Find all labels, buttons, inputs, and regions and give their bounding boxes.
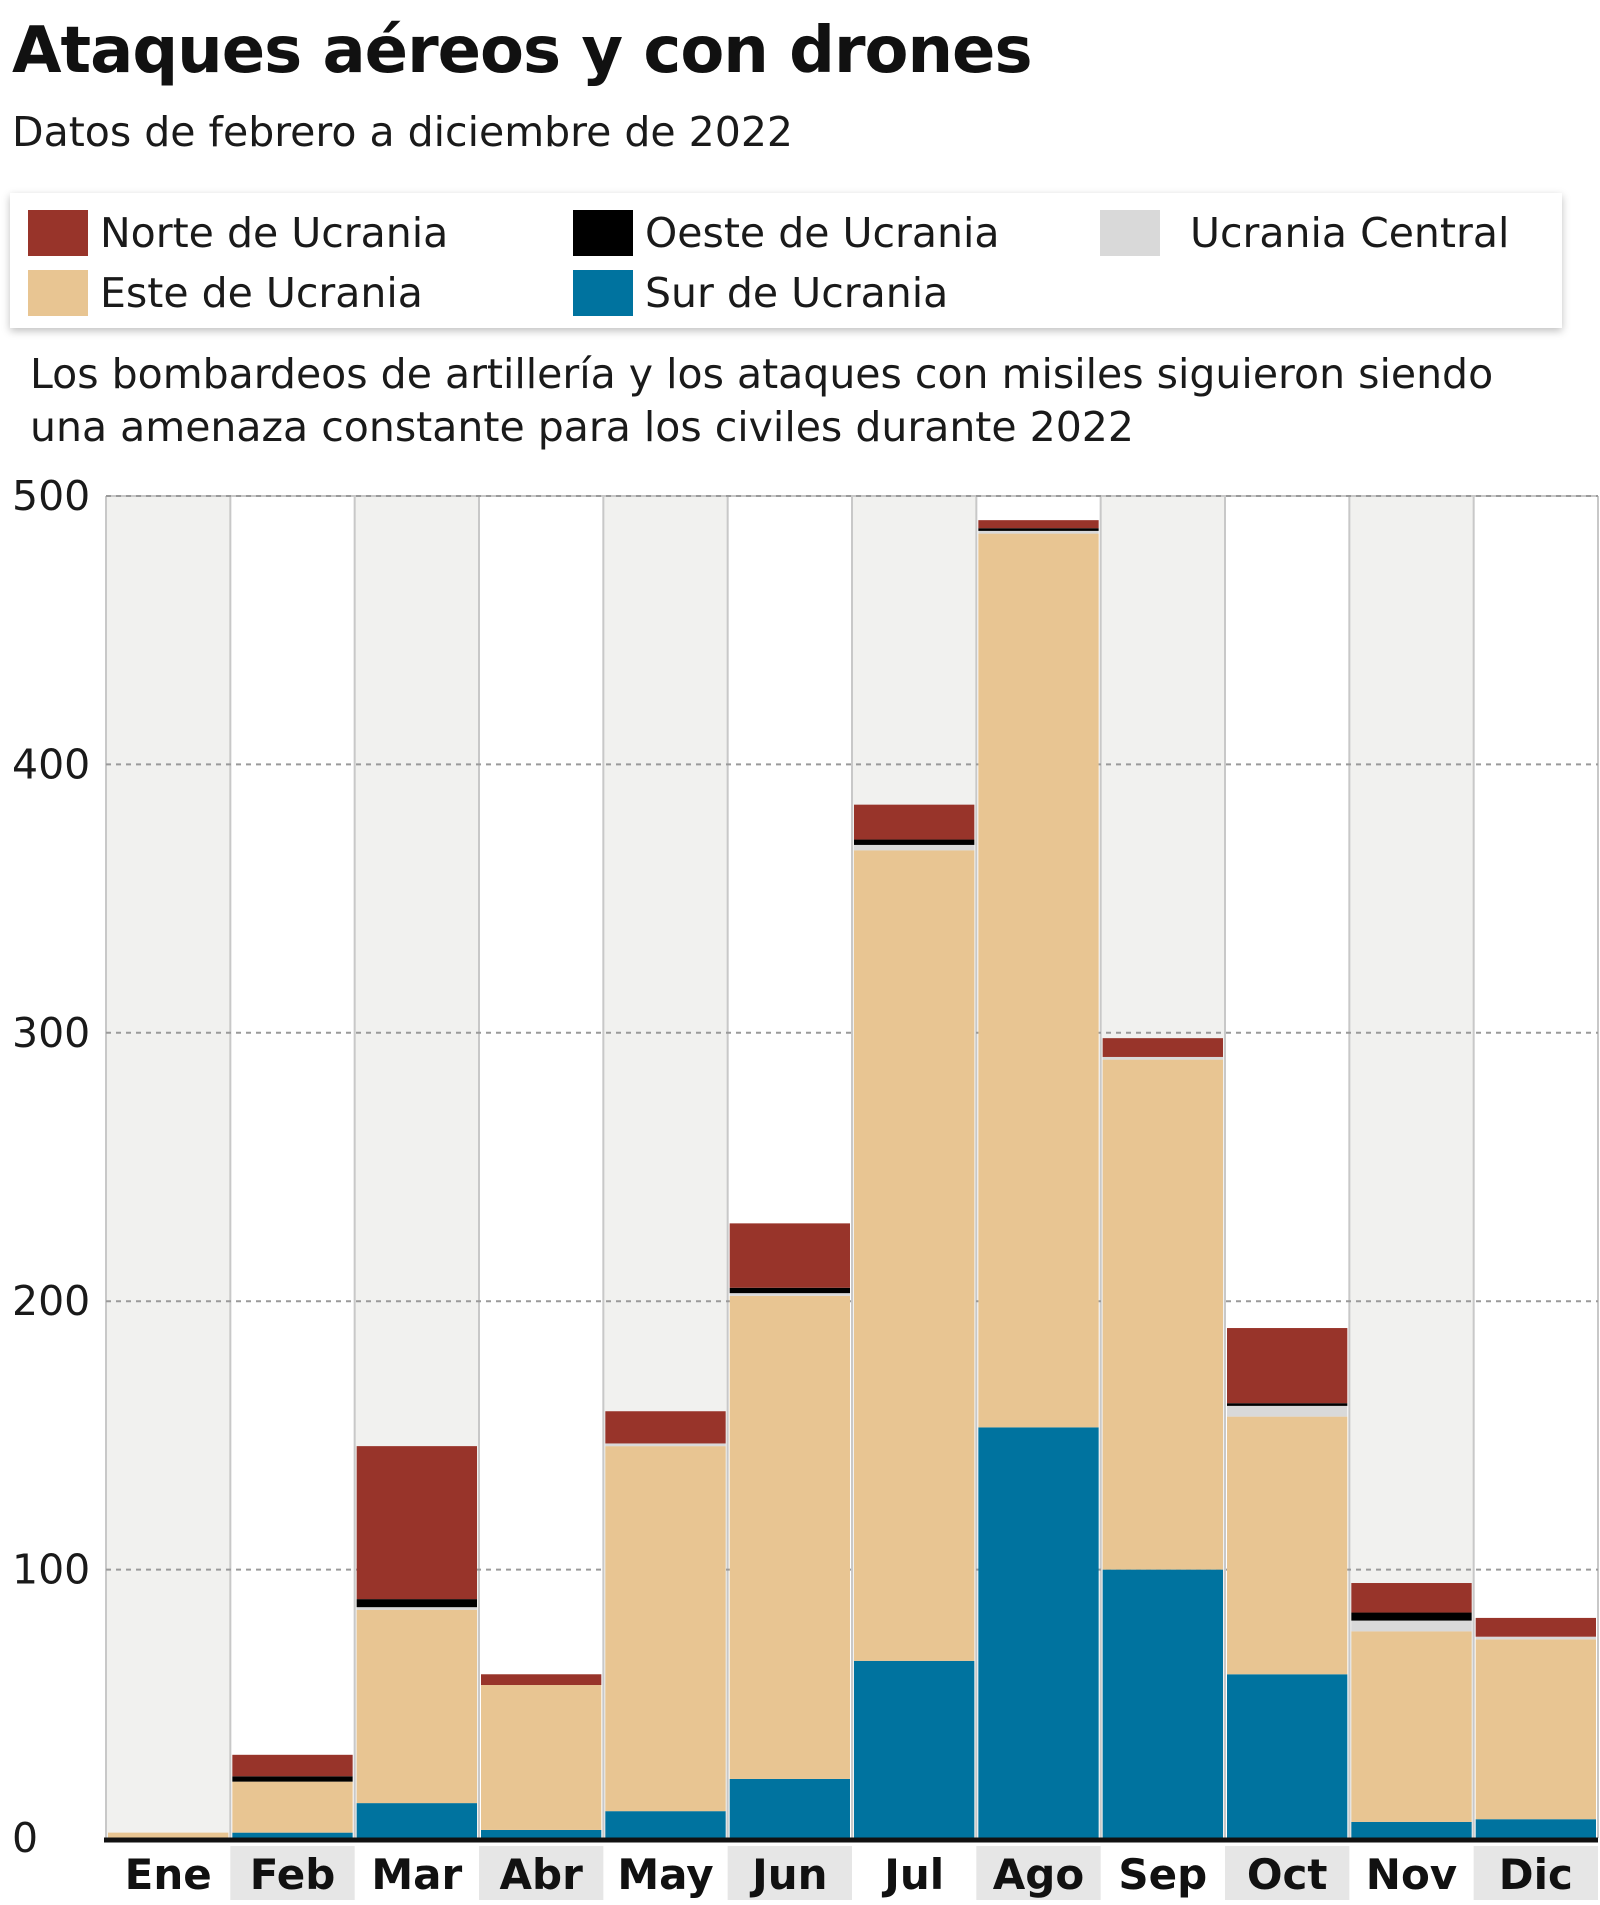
bar-may-este-de-ucrania [605,1446,726,1812]
x-tick-label-feb: Feb [250,1850,336,1899]
bar-ago-ucrania-central [978,530,1099,534]
legend-swatch-oeste [573,210,633,256]
bar-feb-norte-de-ucrania [232,1754,353,1777]
bar-may-sur-de-ucrania [605,1811,726,1838]
legend-swatch-este [28,270,88,316]
legend-label-este: Este de Ucrania [100,269,423,317]
x-label-band [976,1846,1101,1900]
bar-may-ucrania-central [605,1443,726,1447]
bar-mar-ucrania-central [356,1607,477,1610]
bar-nov-norte-de-ucrania [1351,1583,1472,1613]
bar-oct-este-de-ucrania [1227,1416,1348,1675]
x-label-band [727,1846,852,1900]
legend-swatch-norte [28,210,88,256]
chart-subtitle: Datos de febrero a diciembre de 2022 [12,108,794,156]
bar-sep-norte-de-ucrania [1102,1038,1223,1057]
x-label-band [1225,1846,1350,1900]
bar-sep-este-de-ucrania [1102,1059,1223,1570]
bar-dic-sur-de-ucrania [1475,1819,1596,1838]
legend-swatch-central [1100,210,1160,256]
chart-title: Ataques aéreos y con drones [12,14,1033,88]
bar-mar-este-de-ucrania [356,1609,477,1804]
x-label-band [1473,1846,1598,1900]
bar-sep-ucrania-central [1102,1056,1223,1060]
bar-ago-sur-de-ucrania [978,1427,1099,1838]
y-tick-label-100: 100 [12,1546,90,1594]
bar-ago-norte-de-ucrania [978,520,1099,529]
bar-nov-ucrania-central [1351,1620,1472,1632]
bar-jul-este-de-ucrania [854,850,975,1661]
x-tick-label-nov: Nov [1366,1850,1457,1899]
bar-may-norte-de-ucrania [605,1411,726,1444]
legend-label-sur: Sur de Ucrania [645,269,949,317]
y-tick-label-500: 500 [12,472,90,520]
bar-abr-norte-de-ucrania [481,1674,602,1686]
x-tick-label-mar: Mar [371,1850,462,1899]
legend-item-oeste: Oeste de Ucrania [573,207,1000,259]
bar-jul-oeste-de-ucrania [854,839,975,845]
bar-oct-ucrania-central [1227,1405,1348,1417]
bar-nov-oeste-de-ucrania [1351,1612,1472,1621]
bar-jun-sur-de-ucrania [729,1778,850,1838]
bar-mar-oeste-de-ucrania [356,1599,477,1608]
legend-swatch-sur [573,270,633,316]
bar-mar-norte-de-ucrania [356,1446,477,1600]
legend-label-central: Ucrania Central [1190,209,1510,257]
bar-feb-oeste-de-ucrania [232,1776,353,1782]
legend-item-este: Este de Ucrania [28,267,423,319]
legend: Norte de Ucrania Oeste de Ucrania Ucrani… [10,193,1562,328]
bar-oct-norte-de-ucrania [1227,1328,1348,1404]
bar-feb-sur-de-ucrania [232,1832,353,1838]
y-tick-label-0: 0 [12,1814,38,1862]
x-label-band [479,1846,604,1900]
x-tick-label-ago: Ago [993,1850,1084,1899]
y-tick-label-400: 400 [12,740,90,788]
bar-mar-sur-de-ucrania [356,1803,477,1838]
bar-sep-sur-de-ucrania [1102,1569,1223,1838]
bar-dic-norte-de-ucrania [1475,1617,1596,1637]
bar-jul-norte-de-ucrania [854,804,975,840]
x-tick-label-oct: Oct [1247,1850,1328,1899]
chart-note: Los bombardeos de artillería y los ataqu… [30,350,1494,451]
legend-label-norte: Norte de Ucrania [100,209,449,257]
y-tick-label-200: 200 [12,1277,90,1325]
x-tick-label-dic: Dic [1499,1850,1573,1899]
bar-dic-este-de-ucrania [1475,1639,1596,1820]
bar-abr-este-de-ucrania [481,1685,602,1830]
bar-ago-este-de-ucrania [978,533,1099,1428]
bar-feb-este-de-ucrania [232,1781,353,1833]
x-tick-label-jun: Jun [749,1850,827,1899]
x-tick-label-jul: Jul [881,1850,944,1899]
legend-item-central: Ucrania Central [1100,207,1509,259]
bar-jun-oeste-de-ucrania [729,1287,850,1294]
x-label-band [230,1846,355,1900]
bar-abr-sur-de-ucrania [481,1829,602,1838]
bar-nov-sur-de-ucrania [1351,1821,1472,1838]
bar-dic-ucrania-central [1475,1636,1596,1640]
bar-jul-ucrania-central [854,844,975,851]
bar-jun-norte-de-ucrania [729,1223,850,1288]
x-tick-label-abr: Abr [500,1850,584,1899]
legend-label-oeste: Oeste de Ucrania [645,209,1000,257]
x-tick-label-may: May [617,1850,713,1899]
bar-jun-ucrania-central [729,1293,850,1296]
bar-jul-sur-de-ucrania [854,1660,975,1838]
x-tick-label-ene: Ene [125,1850,212,1899]
bar-ene-este-de-ucrania [108,1832,229,1838]
bar-ago-oeste-de-ucrania [978,528,1099,531]
bar-nov-este-de-ucrania [1351,1631,1472,1822]
y-tick-label-300: 300 [12,1009,90,1057]
stacked-bar-chart: 0 100 200 300 400 500 Ene Feb Mar Abr May Jun Jul Ago… [12,472,1599,1900]
bar-oct-oeste-de-ucrania [1227,1403,1348,1406]
legend-item-norte: Norte de Ucrania [28,207,448,259]
bar-jun-este-de-ucrania [729,1295,850,1779]
bar-oct-sur-de-ucrania [1227,1674,1348,1838]
x-tick-label-sep: Sep [1118,1850,1207,1899]
column-band-ene [106,496,231,1838]
legend-item-sur: Sur de Ucrania [573,267,948,319]
